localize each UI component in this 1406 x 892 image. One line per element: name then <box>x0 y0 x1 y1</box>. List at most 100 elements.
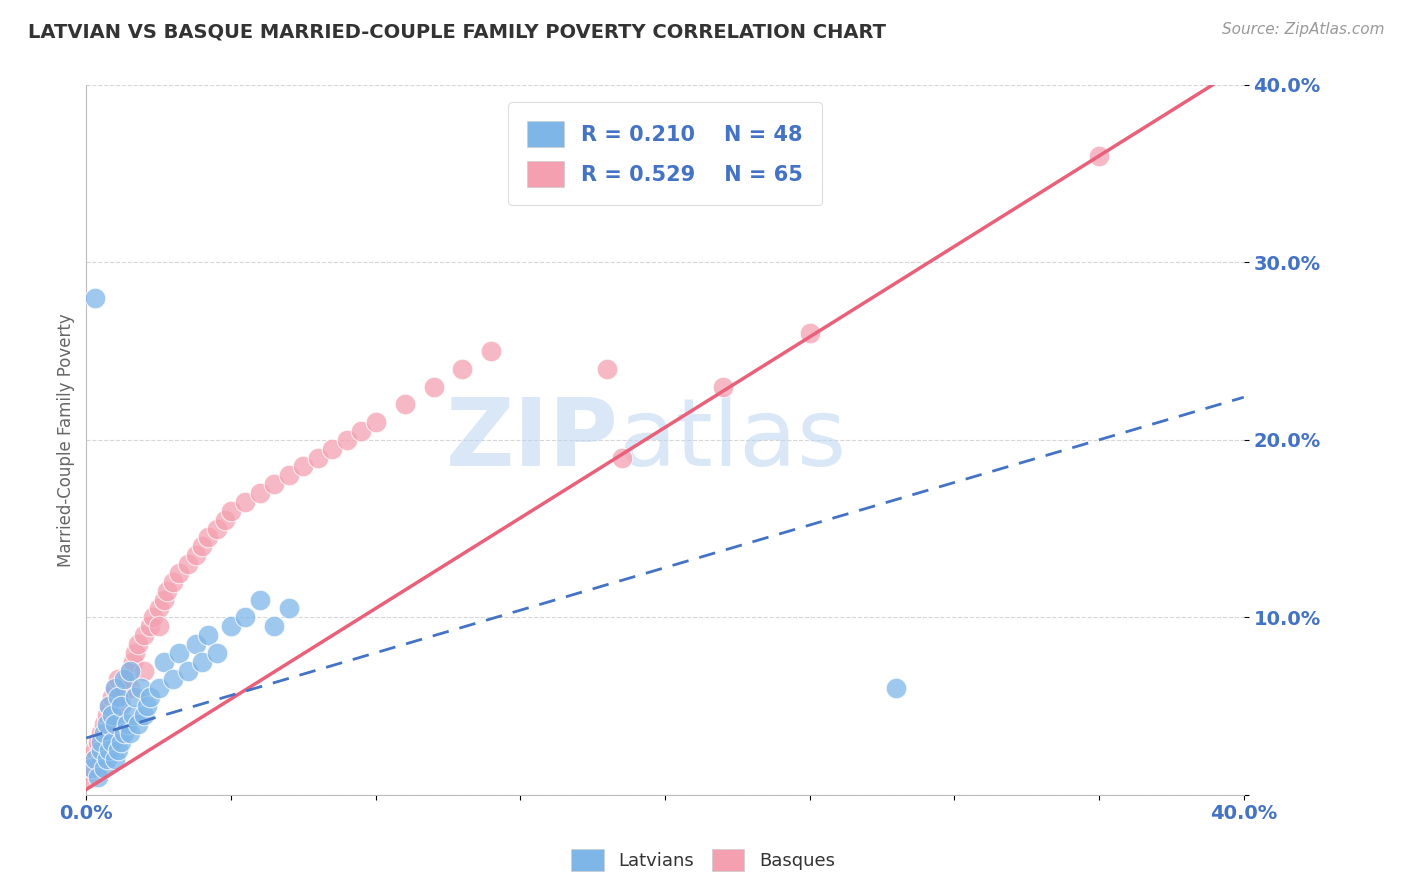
Point <box>142 610 165 624</box>
Point <box>87 761 110 775</box>
Point <box>479 344 502 359</box>
Point <box>93 725 115 739</box>
Point <box>191 539 214 553</box>
Point <box>80 761 103 775</box>
Text: Source: ZipAtlas.com: Source: ZipAtlas.com <box>1222 22 1385 37</box>
Point <box>886 681 908 696</box>
Point <box>197 531 219 545</box>
Legend: Latvians, Basques: Latvians, Basques <box>564 842 842 879</box>
Point <box>307 450 329 465</box>
Text: atlas: atlas <box>619 394 846 486</box>
Point <box>186 637 208 651</box>
Point <box>214 513 236 527</box>
Point <box>186 548 208 562</box>
Point <box>799 326 821 341</box>
Point <box>104 716 127 731</box>
Point <box>156 583 179 598</box>
Point <box>112 725 135 739</box>
Point <box>336 433 359 447</box>
Point <box>127 637 149 651</box>
Text: LATVIAN VS BASQUE MARRIED-COUPLE FAMILY POVERTY CORRELATION CHART: LATVIAN VS BASQUE MARRIED-COUPLE FAMILY … <box>28 22 886 41</box>
Point <box>110 690 132 705</box>
Point <box>711 379 734 393</box>
Point <box>162 673 184 687</box>
Point <box>101 690 124 705</box>
Point <box>104 681 127 696</box>
Point <box>110 734 132 748</box>
Point <box>101 716 124 731</box>
Point <box>118 725 141 739</box>
Y-axis label: Married-Couple Family Poverty: Married-Couple Family Poverty <box>58 313 75 566</box>
Point <box>139 690 162 705</box>
Point <box>219 619 242 633</box>
Point <box>110 699 132 714</box>
Point <box>107 690 129 705</box>
Point <box>148 601 170 615</box>
Point <box>112 681 135 696</box>
Point <box>84 752 107 766</box>
Point <box>129 681 152 696</box>
Point <box>96 716 118 731</box>
Point <box>101 734 124 748</box>
Point <box>134 707 156 722</box>
Point <box>321 442 343 456</box>
Point <box>292 459 315 474</box>
Point <box>96 707 118 722</box>
Point <box>596 362 619 376</box>
Point <box>118 664 141 678</box>
Point <box>104 707 127 722</box>
Point <box>96 752 118 766</box>
Point <box>277 601 299 615</box>
Point <box>134 628 156 642</box>
Point <box>84 291 107 305</box>
Point <box>127 716 149 731</box>
Point <box>77 770 100 784</box>
Point <box>90 734 112 748</box>
Point <box>107 699 129 714</box>
Point <box>118 664 141 678</box>
Point <box>422 379 444 393</box>
Point <box>139 619 162 633</box>
Point <box>90 725 112 739</box>
Point <box>197 628 219 642</box>
Point <box>80 761 103 775</box>
Point <box>277 468 299 483</box>
Point <box>107 673 129 687</box>
Point <box>104 752 127 766</box>
Point <box>148 681 170 696</box>
Point <box>124 690 146 705</box>
Point <box>115 673 138 687</box>
Point <box>121 655 143 669</box>
Point <box>98 699 121 714</box>
Point <box>153 655 176 669</box>
Point <box>249 592 271 607</box>
Point <box>93 761 115 775</box>
Point <box>98 743 121 757</box>
Point <box>84 743 107 757</box>
Point <box>249 486 271 500</box>
Point <box>93 716 115 731</box>
Point <box>115 716 138 731</box>
Point <box>104 681 127 696</box>
Point <box>219 504 242 518</box>
Point <box>148 619 170 633</box>
Point <box>162 574 184 589</box>
Point <box>87 770 110 784</box>
Point <box>121 707 143 722</box>
Point <box>98 725 121 739</box>
Point <box>235 610 257 624</box>
Text: ZIP: ZIP <box>446 394 619 486</box>
Point <box>205 646 228 660</box>
Point <box>235 495 257 509</box>
Point <box>153 592 176 607</box>
Point <box>205 522 228 536</box>
Point <box>93 743 115 757</box>
Point <box>90 752 112 766</box>
Point <box>87 734 110 748</box>
Point <box>101 707 124 722</box>
Point <box>1088 149 1111 163</box>
Point <box>191 655 214 669</box>
Point <box>136 699 159 714</box>
Point <box>176 664 198 678</box>
Point <box>98 699 121 714</box>
